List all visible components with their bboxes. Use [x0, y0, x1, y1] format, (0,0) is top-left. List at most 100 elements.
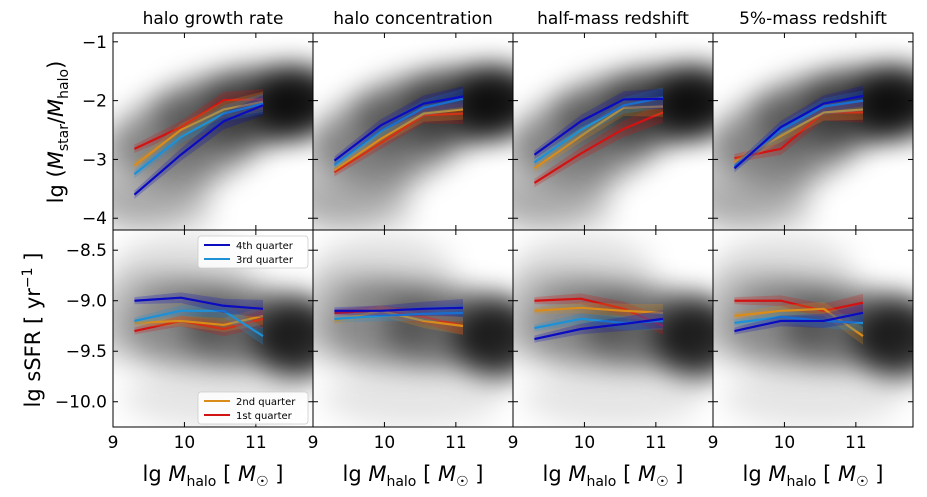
- series-line-q3: [734, 315, 864, 325]
- series-band-q2: [534, 302, 663, 322]
- legend-top: 4th quarter 3rd quarter: [197, 235, 309, 269]
- series-line-q3: [133, 102, 264, 175]
- x-tick-label: 10: [774, 433, 796, 453]
- density-background: [513, 33, 713, 230]
- panel: 9 10 11: [708, 229, 914, 453]
- x-tick-label: 9: [308, 433, 319, 453]
- series-band-q3: [134, 93, 263, 179]
- legend-bottom: 2nd quarter 1st quarter: [197, 391, 309, 425]
- density-blob: [313, 234, 453, 305]
- density-background: [513, 230, 713, 427]
- x-tick-label: 9: [708, 433, 719, 453]
- density-blob: [323, 367, 503, 427]
- series-line-q3: [334, 311, 464, 321]
- series-band-q4: [534, 88, 663, 159]
- series-band-q4: [134, 95, 263, 199]
- series-line-q4: [534, 317, 664, 341]
- series-band-q3: [534, 87, 663, 167]
- x-tick-label: 9: [508, 433, 519, 453]
- series-band-q4: [334, 86, 463, 165]
- x-axis-label: lg Mhalo [ M☉ ]: [343, 462, 484, 490]
- y-tick-label: −1: [82, 33, 107, 53]
- x-tick-label: 10: [574, 433, 596, 453]
- series-line-q1: [534, 297, 664, 327]
- x-axis-label: lg Mhalo [ M☉ ]: [543, 462, 684, 490]
- column-title: 5%-mass redshift: [739, 9, 887, 29]
- density-blob: [254, 66, 313, 137]
- series-line-q4: [733, 94, 864, 170]
- series-band-q2: [534, 96, 663, 173]
- density-blob: [513, 180, 613, 230]
- density-blob: [854, 66, 913, 137]
- series-line-q1: [734, 299, 864, 312]
- series-line-q4: [533, 97, 664, 156]
- panel-grid: −4 −3 −2 −1 9 10 11 −10.0 −9.5 −9.0 −8.5 9 10 11 9 10 11…: [55, 32, 914, 453]
- x-tick-label: 9: [108, 433, 119, 453]
- density-blob: [654, 66, 713, 137]
- series-band-q4: [334, 298, 463, 317]
- series-line-q1: [333, 112, 464, 174]
- column-titles: halo growth rate halo concentration half…: [143, 9, 888, 29]
- series-line-q4: [734, 311, 864, 333]
- column-title: halo growth rate: [143, 9, 284, 29]
- series-band-q3: [534, 312, 663, 332]
- legend-label: 1st quarter: [236, 411, 293, 422]
- density-blob: [654, 298, 713, 379]
- x-tick-label: 11: [245, 433, 267, 453]
- series-band-q2: [734, 99, 863, 167]
- y-tick-label: −3: [82, 150, 107, 170]
- y-axis-label-bottom: lg sSFR [ yr−1 ]: [20, 253, 45, 408]
- series-band-q4: [734, 85, 863, 173]
- series-line-q1: [133, 98, 264, 150]
- series-line-q2: [133, 100, 264, 167]
- density-blob: [713, 234, 853, 305]
- series-band-q3: [734, 90, 863, 171]
- y-tick-label: −9.5: [66, 342, 107, 362]
- panel: 9 10 11: [508, 229, 714, 453]
- series-line-q4: [133, 104, 264, 196]
- density-blob: [713, 180, 813, 230]
- density-background: [113, 33, 313, 230]
- series-line-q4: [134, 296, 264, 310]
- series-band-q4: [734, 304, 863, 335]
- series-line-q1: [533, 111, 664, 184]
- density-blob: [854, 298, 913, 379]
- column-title: half-mass redshift: [537, 9, 689, 29]
- y-tick-label: −2: [82, 92, 107, 112]
- y-tick-label: −10.0: [55, 393, 107, 413]
- x-tick-label: 10: [374, 433, 396, 453]
- series-band-q1: [534, 102, 663, 188]
- series-line-q4: [333, 95, 464, 162]
- series-line-q2: [333, 108, 464, 171]
- panel: [512, 32, 714, 231]
- y-axis-label-top: lg (Mstar/Mhalo): [44, 61, 72, 204]
- density-blob: [313, 180, 413, 230]
- series-band-q1: [334, 103, 463, 177]
- series-band-q1: [534, 293, 663, 335]
- density-blob: [523, 367, 703, 427]
- y-tick-label: −8.5: [66, 241, 107, 261]
- series-line-q3: [134, 309, 264, 338]
- legend-label: 2nd quarter: [236, 397, 296, 408]
- panel: [312, 32, 514, 231]
- density-blob: [454, 66, 513, 137]
- panel-frame: [712, 229, 914, 428]
- panel: 9 10 11: [308, 229, 514, 453]
- x-axis-label: lg Mhalo [ M☉ ]: [743, 462, 884, 490]
- column-title: halo concentration: [333, 9, 492, 29]
- series-band-q3: [334, 88, 463, 170]
- panel: −4 −3 −2 −1: [82, 32, 314, 231]
- y-tick-label: −4: [82, 209, 107, 229]
- series-line-q1: [734, 111, 863, 160]
- density-blob: [454, 298, 513, 379]
- x-tick-label: 11: [445, 433, 467, 453]
- series-line-q3: [533, 96, 664, 164]
- x-tick-label: 11: [845, 433, 867, 453]
- x-tick-label: 10: [174, 433, 196, 453]
- series-band-q2: [334, 99, 463, 175]
- density-blob: [723, 367, 903, 427]
- series-line-q2: [533, 105, 664, 170]
- series-band-q2: [134, 307, 263, 333]
- density-blob: [254, 298, 313, 379]
